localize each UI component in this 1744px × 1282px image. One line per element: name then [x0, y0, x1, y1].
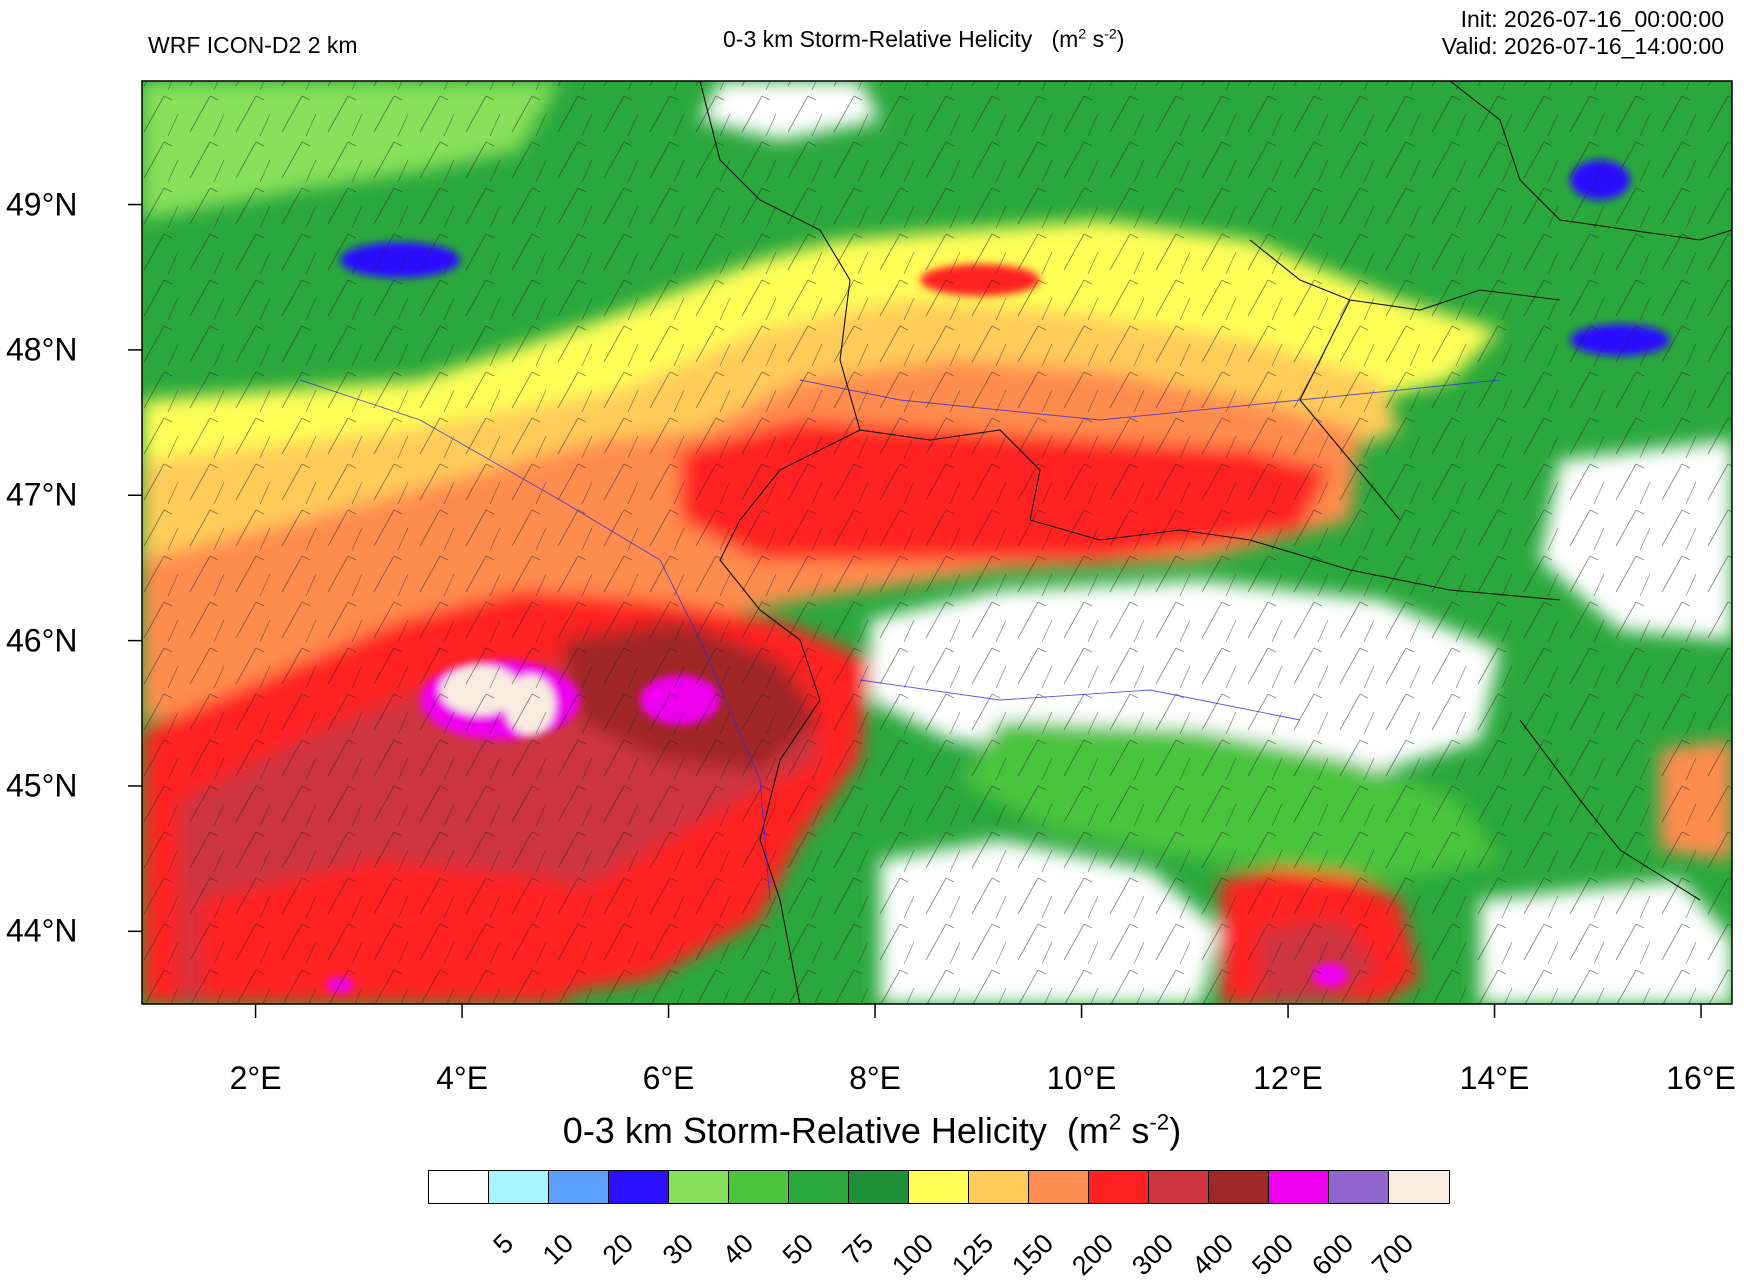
colorbar-swatch [669, 1171, 729, 1203]
lon-label: 6°E [642, 1060, 695, 1096]
lat-label: 47°N [6, 476, 78, 513]
map-frame [141, 80, 1733, 1005]
colorbar-swatch [1389, 1171, 1449, 1203]
lat-label: 44°N [6, 912, 78, 949]
lon-label: 8°E [849, 1060, 902, 1096]
model-label: WRF ICON-D2 2 km [148, 32, 358, 58]
valid-time: Valid: 2026-07-16_14:00:00 [1441, 33, 1724, 59]
lon-label: 12°E [1253, 1060, 1323, 1096]
colorbar-swatch [729, 1171, 789, 1203]
lat-label: 49°N [6, 186, 78, 223]
lat-label: 48°N [6, 331, 78, 368]
colorbar-swatch [1329, 1171, 1389, 1203]
colorbar-swatch [1209, 1171, 1269, 1203]
lon-label: 4°E [436, 1060, 489, 1096]
colorbar-swatch [489, 1171, 549, 1203]
colorbar-swatch [909, 1171, 969, 1203]
country-borders [699, 81, 1732, 1004]
lon-label: 16°E [1666, 1060, 1736, 1096]
colorbar-swatch [1269, 1171, 1329, 1203]
map-title-units: (m2 s-2) [1051, 26, 1125, 52]
lon-label: 14°E [1459, 1060, 1530, 1096]
lat-label: 46°N [6, 622, 78, 659]
axis-ticks [128, 203, 1702, 1018]
colorbar-swatch [789, 1171, 849, 1203]
colorbar-swatch [1089, 1171, 1149, 1203]
lon-label: 10°E [1046, 1060, 1117, 1096]
colorbar-swatch [609, 1171, 669, 1203]
colorbar-swatch [1029, 1171, 1089, 1203]
map-title: 0-3 km Storm-Relative Helicity (m2 s-2) [723, 26, 1124, 53]
lat-label: 45°N [6, 767, 78, 804]
colorbar-swatch [969, 1171, 1029, 1203]
helicity-field [142, 81, 1732, 1004]
colorbar-swatch [549, 1171, 609, 1203]
colorbar-swatch [1149, 1171, 1209, 1203]
map-title-text: 0-3 km Storm-Relative Helicity [723, 26, 1033, 52]
lon-label: 2°E [229, 1060, 282, 1096]
colorbar [428, 1170, 1450, 1204]
init-time: Init: 2026-07-16_00:00:00 [1460, 6, 1724, 32]
colorbar-title: 0-3 km Storm-Relative Helicity (m2 s-2) [562, 1109, 1182, 1151]
colorbar-swatch [849, 1171, 909, 1203]
rivers [299, 379, 1501, 901]
colorbar-swatch [429, 1171, 489, 1203]
